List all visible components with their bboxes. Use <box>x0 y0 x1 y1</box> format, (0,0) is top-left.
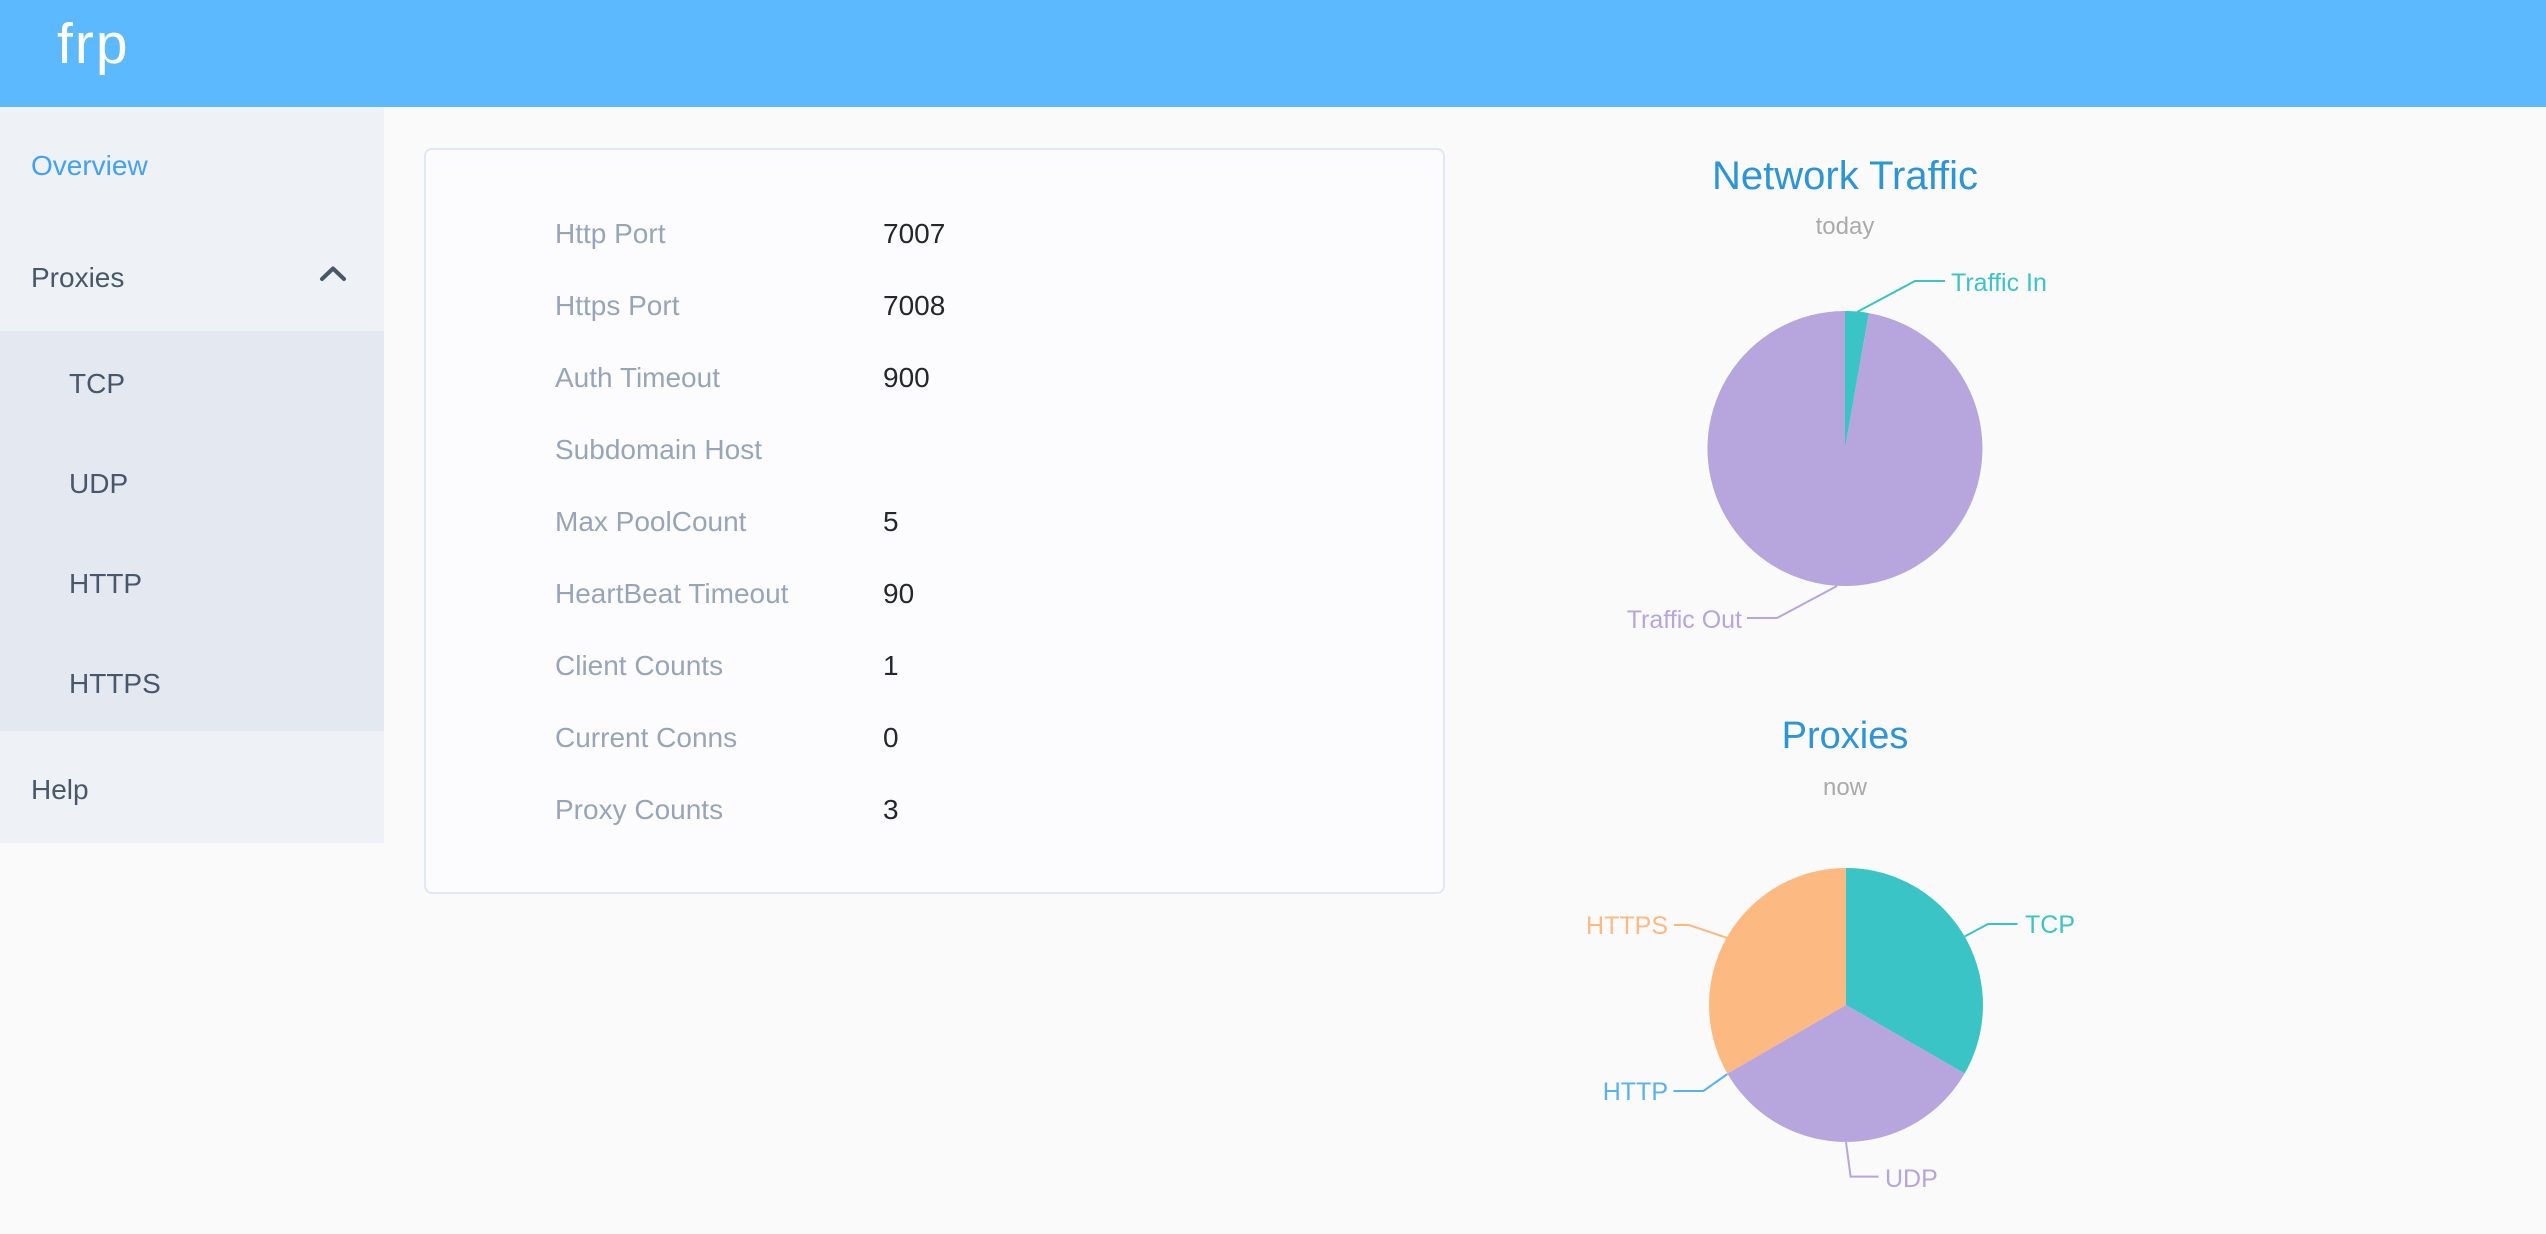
svg-text:Traffic In: Traffic In <box>1951 269 2047 297</box>
svg-text:Traffic Out: Traffic Out <box>1627 606 1742 634</box>
svg-text:HTTPS: HTTPS <box>1586 912 1668 940</box>
svg-text:Proxies: Proxies <box>1782 715 1909 757</box>
svg-text:TCP: TCP <box>2025 911 2075 939</box>
svg-text:HTTP: HTTP <box>1603 1078 1668 1106</box>
svg-text:UDP: UDP <box>1885 1165 1938 1193</box>
svg-text:Network Traffic: Network Traffic <box>1712 154 1978 198</box>
svg-text:today: today <box>1816 213 1875 240</box>
svg-text:now: now <box>1823 774 1868 801</box>
